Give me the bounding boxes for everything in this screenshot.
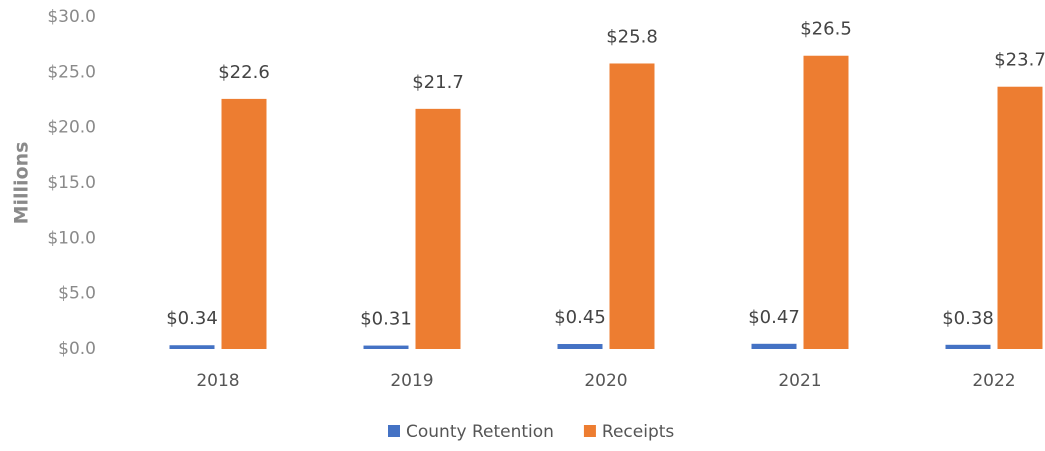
bar	[169, 345, 215, 349]
data-label: $21.7	[412, 72, 464, 93]
legend-swatch	[583, 425, 596, 437]
bar	[415, 108, 461, 349]
data-label: $25.8	[606, 26, 658, 47]
legend-swatch	[388, 425, 400, 437]
data-label: $0.47	[748, 307, 800, 328]
y-axis-label: Millions	[11, 142, 33, 225]
y-tick-label: $0.0	[58, 339, 96, 359]
bar	[221, 98, 267, 349]
data-label: $0.34	[166, 308, 218, 329]
data-label: $0.38	[942, 308, 994, 329]
legend-label: County Retention	[406, 422, 554, 442]
y-tick-label: $5.0	[58, 284, 96, 304]
data-label: $23.7	[994, 50, 1045, 71]
x-tick-label: 2020	[584, 371, 627, 391]
bar	[751, 343, 797, 349]
x-tick-label: 2021	[778, 371, 821, 391]
legend-label: Receipts	[602, 422, 674, 442]
data-label: $0.45	[554, 307, 606, 328]
y-tick-label: $30.0	[47, 7, 96, 27]
bar	[609, 63, 655, 349]
data-label: $22.6	[218, 62, 270, 83]
bar	[363, 345, 409, 349]
bar	[945, 344, 991, 349]
y-tick-label: $15.0	[47, 173, 96, 193]
x-tick-label: 2019	[390, 371, 433, 391]
y-tick-label: $10.0	[47, 228, 96, 248]
bar	[557, 344, 603, 349]
y-tick-label: $20.0	[47, 118, 96, 138]
data-label: $26.5	[800, 19, 852, 40]
bar	[997, 86, 1043, 349]
y-tick-label: $25.0	[47, 62, 96, 82]
data-label: $0.31	[360, 309, 412, 330]
bar	[803, 55, 849, 349]
x-tick-label: 2022	[972, 371, 1015, 391]
x-tick-label: 2018	[196, 371, 239, 391]
